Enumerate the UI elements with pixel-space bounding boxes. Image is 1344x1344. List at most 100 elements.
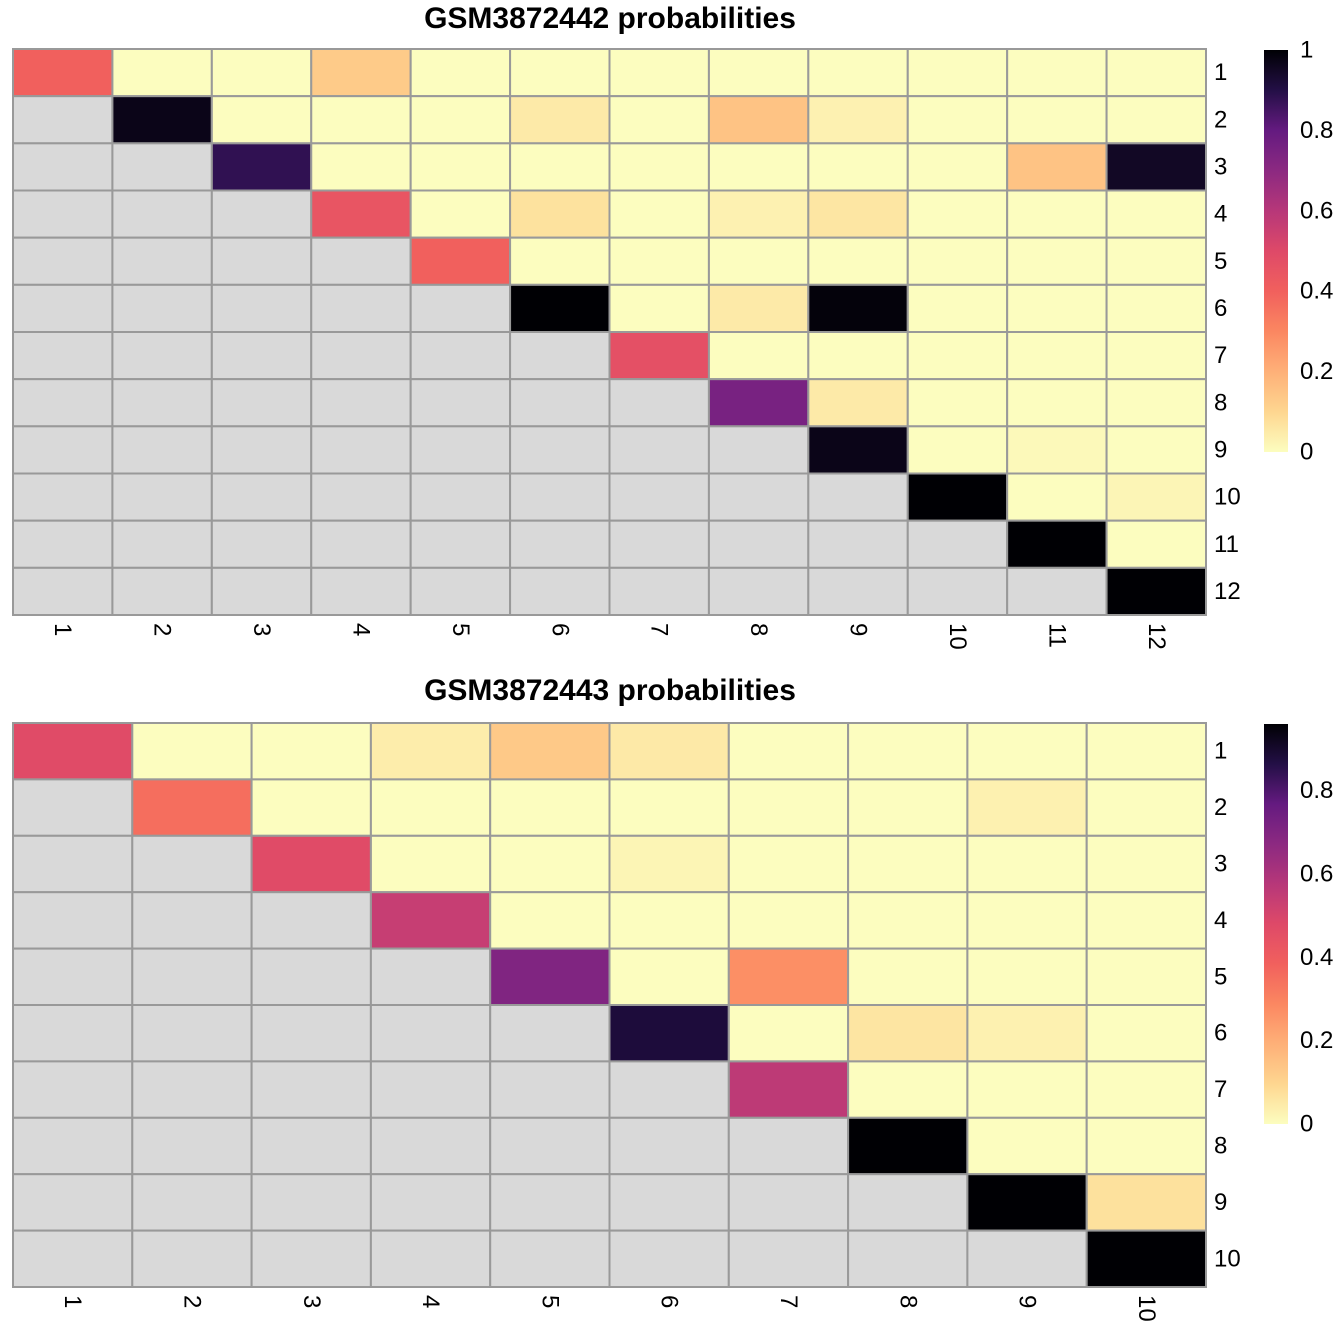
heatmap-cell-r12-c2 [111, 566, 213, 616]
heatmap-cell-r6-c4 [310, 283, 412, 334]
heatmap-cell-r1-c11 [1006, 48, 1108, 98]
heatmap-cell-r3-c4 [310, 142, 412, 192]
heatmap-cell-r8-c6 [509, 378, 611, 428]
heatmap-cell-r10-c12 [1105, 472, 1208, 522]
heatmap-cell-r4-c7 [608, 189, 710, 239]
row-label: 8 [1214, 389, 1227, 416]
row-label: 11 [1214, 531, 1239, 558]
heatmap-cell-r2-c8 [707, 95, 810, 145]
heatmap-cell-r8-c1 [12, 378, 114, 428]
heatmap-cell-r9-c7 [727, 1173, 850, 1232]
col-label: 6 [656, 1295, 683, 1308]
heatmap-cell-r9-c11 [1006, 425, 1108, 475]
row-label: 7 [1214, 1076, 1227, 1103]
heatmap-cell-r7-c6 [608, 1060, 730, 1119]
heatmap-cell-r3-c5 [489, 834, 611, 894]
heatmap-cell-r9-c10 [906, 425, 1009, 475]
col-label: 3 [298, 1295, 325, 1308]
heatmap-cell-r3-c2 [111, 142, 213, 192]
row-label: 6 [1214, 295, 1227, 322]
heatmap-cell-r2-c3 [210, 95, 313, 145]
heatmap-cell-r7-c5 [489, 1060, 611, 1119]
heatmap-cell-r7-c2 [131, 1060, 253, 1119]
colorbar-tick-label: 0.8 [1300, 117, 1333, 144]
row-label: 8 [1214, 1133, 1227, 1160]
heatmap-cell-r1-c6 [608, 722, 730, 781]
heatmap-cell-r4-c4 [310, 189, 412, 239]
heatmap-cell-r1-c3 [250, 722, 372, 781]
heatmap-cell-r12-c6 [509, 566, 611, 616]
heatmap-cell-r6-c5 [409, 283, 512, 334]
heatmap-cell-r9-c5 [409, 425, 512, 475]
heatmap-cell-r9-c12 [1105, 425, 1208, 475]
heatmap-cell-r4-c8 [707, 189, 810, 239]
heatmap-cell-r11-c7 [608, 519, 710, 569]
heatmap-cell-r4-c3 [210, 189, 313, 239]
heatmap-cell-r4-c10 [906, 189, 1009, 239]
heatmap-cell-r4-c2 [131, 891, 253, 950]
heatmap-cell-r2-c9 [807, 95, 909, 145]
heatmap-cell-r12-c11 [1006, 566, 1108, 616]
heatmap-cell-r7-c5 [409, 331, 512, 381]
heatmap-cell-r5-c4 [310, 236, 412, 286]
heatmap-cell-r3-c3 [210, 142, 313, 192]
heatmap-cell-r1-c2 [111, 48, 213, 98]
heatmap-cell-r9-c10 [1085, 1173, 1207, 1232]
row-label: 1 [1214, 59, 1227, 86]
heatmap-cell-r11-c12 [1105, 519, 1208, 569]
heatmap-cell-r5-c10 [1085, 947, 1207, 1007]
heatmap-cell-r7-c9 [807, 331, 909, 381]
row-label: 6 [1214, 1020, 1227, 1047]
heatmap-cell-r10-c3 [250, 1229, 372, 1288]
heatmap-chart-2: 1 2 3 4 5 6 7 8 9 10 1 2 3 4 5 6 7 8 9 10 0 0.2 0.4 0.6 0.8 [12, 722, 1333, 1322]
heatmap-cell-r1-c2 [131, 722, 253, 781]
row-label: 4 [1214, 201, 1227, 228]
heatmap-cell-r5-c5 [409, 236, 512, 286]
heatmap-cell-r5-c5 [489, 947, 611, 1007]
heatmap-cell-r6-c3 [210, 283, 313, 334]
heatmap-cell-r3-c9 [966, 834, 1088, 894]
heatmap-cell-r6-c8 [707, 283, 810, 334]
heatmap-cell-r4-c12 [1105, 189, 1208, 239]
heatmap-cell-r8-c9 [807, 378, 909, 428]
heatmap-cell-r2-c6 [608, 778, 730, 837]
heatmap-cell-r9-c7 [608, 425, 710, 475]
col-label: 12 [1143, 623, 1170, 650]
heatmap-cell-r8-c6 [608, 1116, 730, 1176]
heatmap-cell-r1-c5 [409, 48, 512, 98]
heatmap-cell-r10-c8 [847, 1229, 969, 1288]
heatmap-cell-r8-c2 [111, 378, 213, 428]
heatmap-cell-r12-c10 [906, 566, 1009, 616]
heatmap-cell-r2-c5 [409, 95, 512, 145]
heatmap-cell-r11-c9 [807, 519, 909, 569]
col-label: 8 [894, 1295, 921, 1308]
heatmap-cell-r8-c7 [727, 1116, 850, 1176]
heatmap-cell-r2-c6 [509, 95, 611, 145]
heatmap-cell-r1-c7 [727, 722, 850, 781]
row-label: 3 [1214, 851, 1227, 878]
heatmap-cell-r4-c2 [111, 189, 213, 239]
colorbar-tick-label: 0.2 [1300, 358, 1333, 385]
heatmap-cell-r8-c4 [310, 378, 412, 428]
heatmap-cell-r6-c9 [966, 1004, 1088, 1063]
heatmap-cell-r2-c1 [12, 778, 134, 837]
heatmap-cell-r10-c5 [489, 1229, 611, 1288]
heatmap-cell-r11-c4 [310, 519, 412, 569]
col-label: 5 [536, 1295, 563, 1308]
colorbar-tick-label: 0 [1300, 1111, 1313, 1138]
row-label: 4 [1214, 907, 1227, 934]
heatmap-cell-r9-c9 [807, 425, 909, 475]
heatmap-cell-r11-c8 [707, 519, 810, 569]
heatmap-cell-r9-c8 [707, 425, 810, 475]
heatmap-cell-r1-c12 [1105, 48, 1208, 98]
heatmap-cell-r5-c6 [509, 236, 611, 286]
heatmap-cell-r3-c3 [250, 834, 372, 894]
heatmap-cell-r8-c12 [1105, 378, 1208, 428]
heatmap-cell-r7-c12 [1105, 331, 1208, 381]
heatmap-cell-r5-c9 [807, 236, 909, 286]
colorbar-tick-label: 0.8 [1300, 777, 1333, 804]
heatmap-cell-r1-c8 [707, 48, 810, 98]
heatmap-cell-r5-c7 [608, 236, 710, 286]
heatmap-cell-r4-c9 [966, 891, 1088, 950]
